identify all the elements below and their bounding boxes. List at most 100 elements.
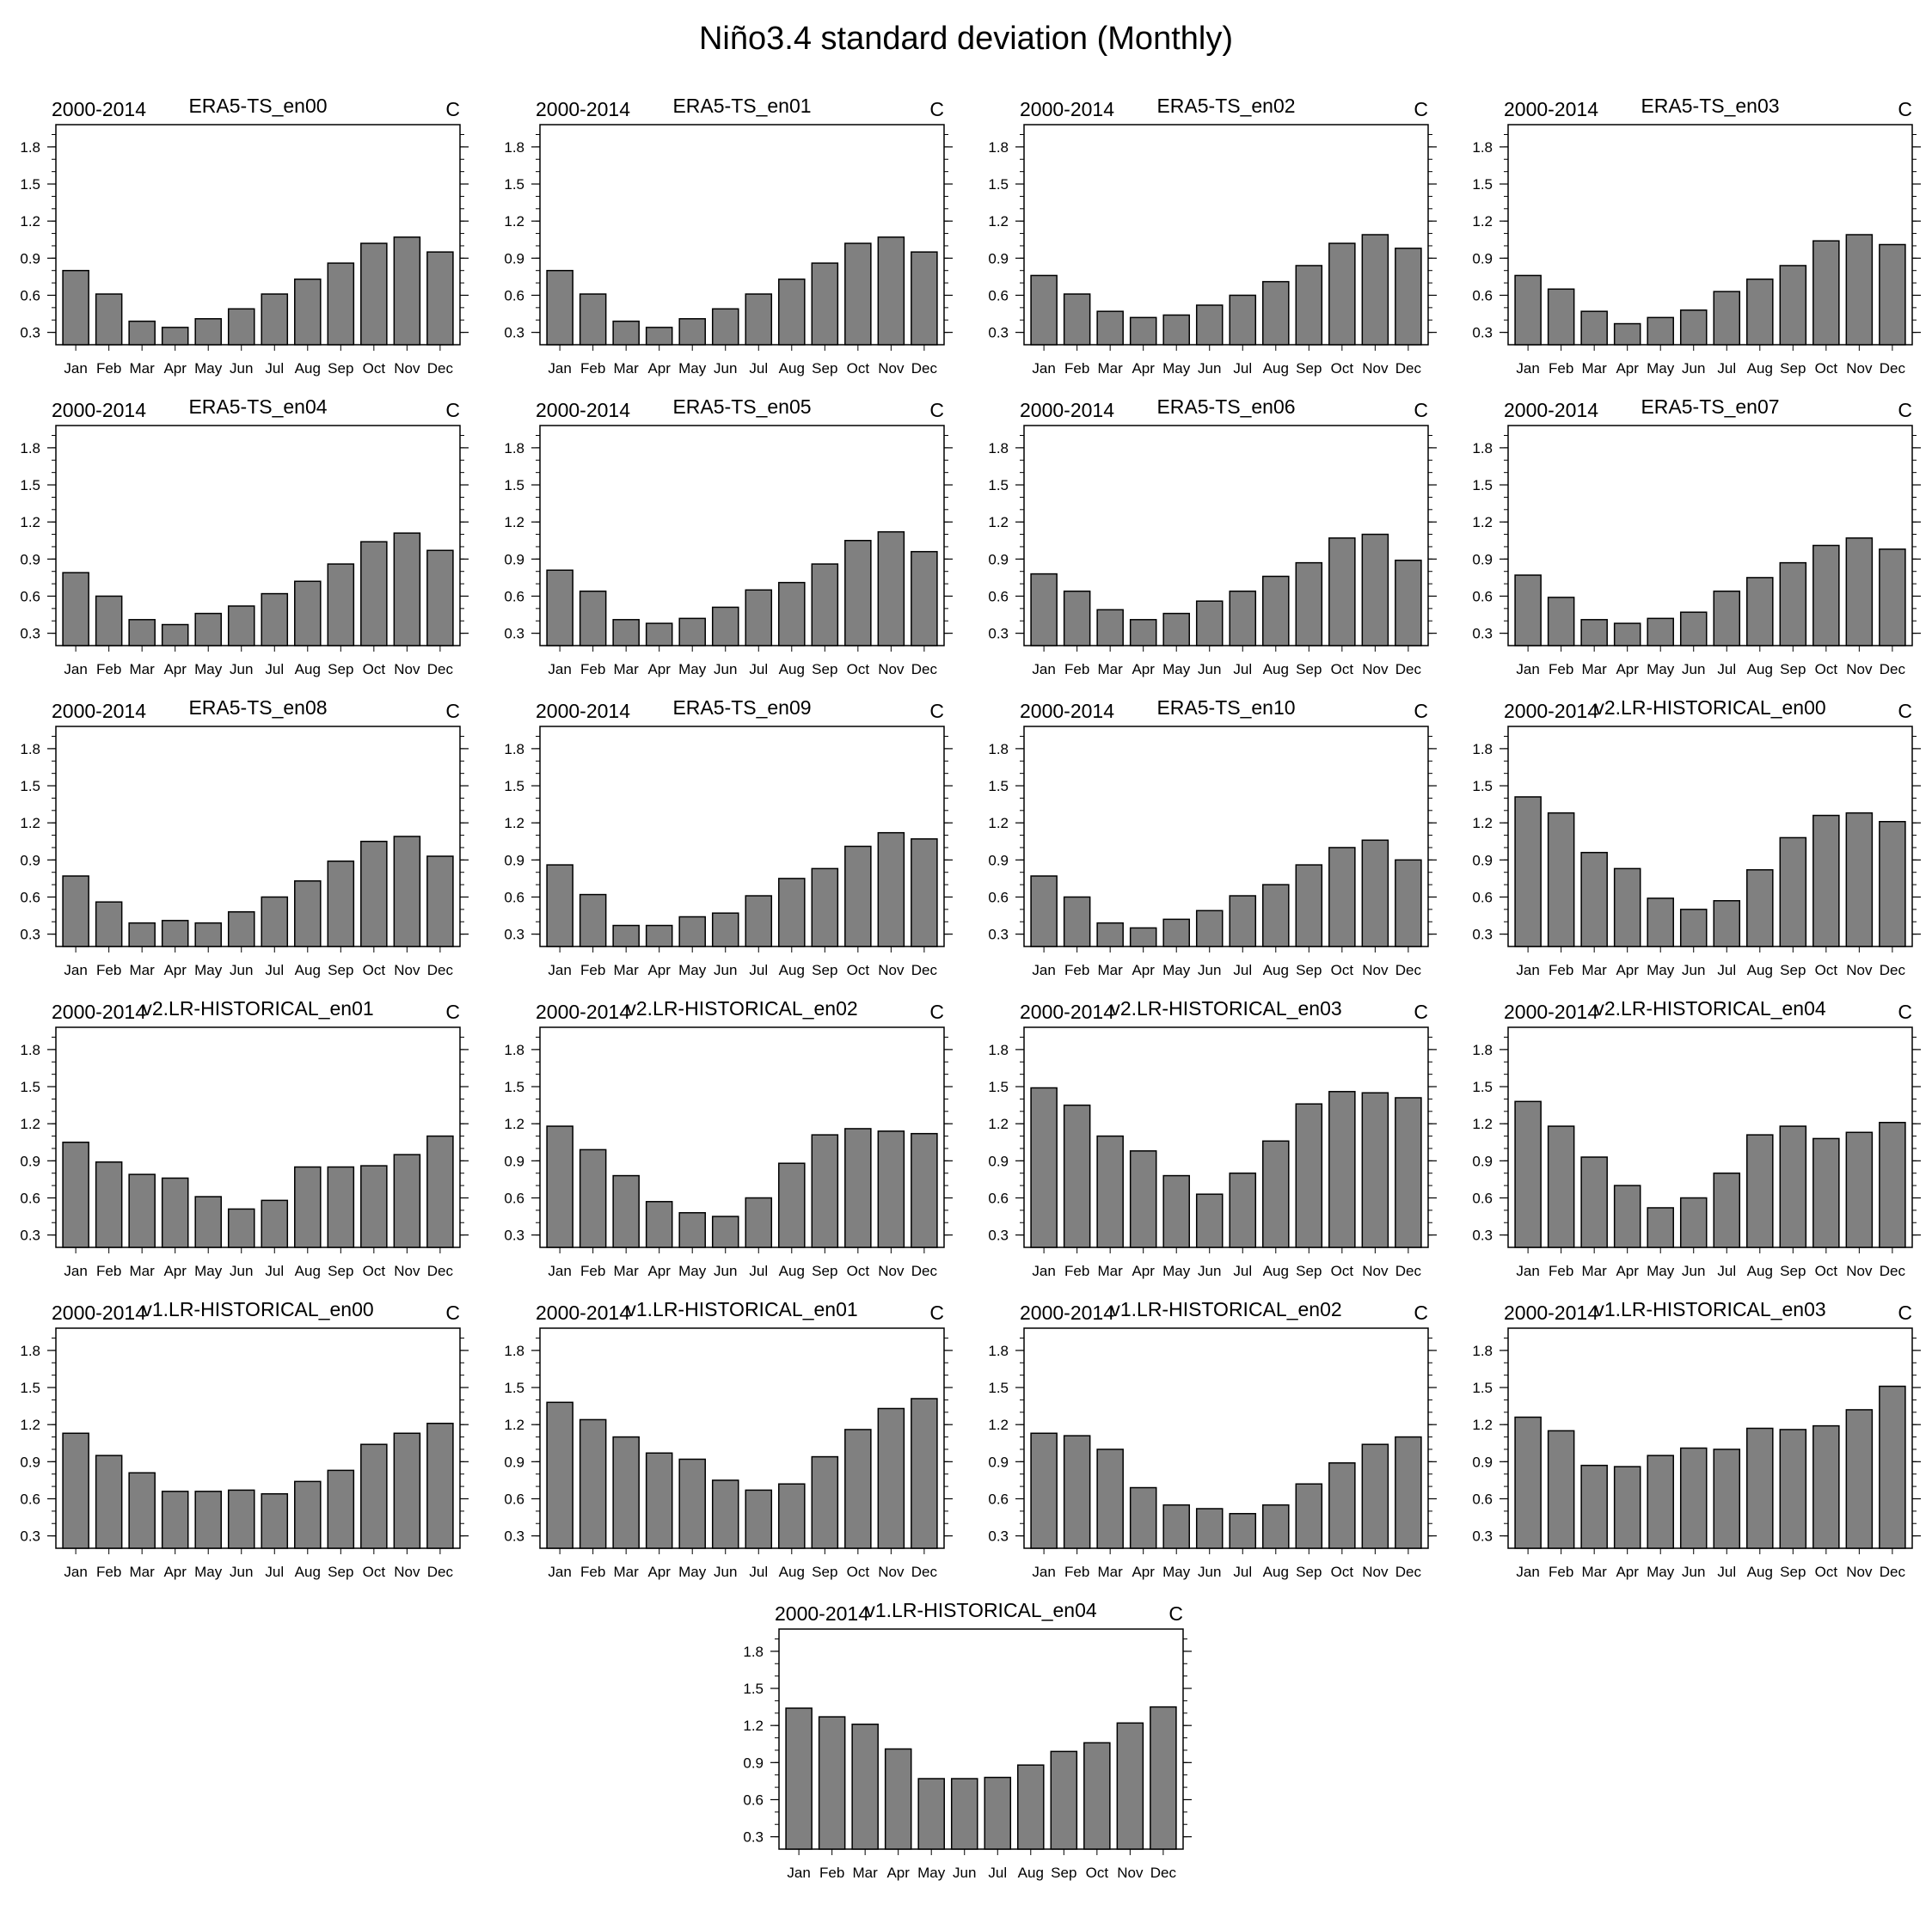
bar-Apr: [1129, 619, 1157, 646]
y-tick-label: 0.6: [504, 287, 524, 303]
units-label: C: [929, 700, 944, 722]
x-tick-label: Feb: [96, 1263, 121, 1279]
x-tick-label: May: [678, 1564, 707, 1580]
y-tick-label: 1.2: [988, 815, 1009, 831]
x-tick-label: Nov: [394, 661, 420, 677]
x-tick-label: Jul: [1717, 661, 1736, 677]
bar-Sep: [1779, 836, 1807, 947]
bar-Jun: [1679, 309, 1708, 346]
x-tick-label: May: [1162, 1564, 1191, 1580]
bar-Jul: [1713, 590, 1741, 646]
y-tick-label: 0.6: [988, 287, 1009, 303]
x-tick-label: Jun: [714, 360, 737, 377]
x-tick-label: Oct: [1815, 1263, 1838, 1279]
bar-Nov: [1845, 1409, 1874, 1549]
x-tick-label: Jan: [1516, 360, 1539, 377]
bar-Oct: [360, 841, 388, 947]
x-tick-label: Oct: [1331, 1263, 1354, 1279]
bar-Jan: [1514, 574, 1542, 646]
bar-Mar: [1096, 922, 1124, 947]
bar-Jul: [1229, 1512, 1257, 1549]
bar-Feb: [1063, 590, 1091, 646]
y-tick-label: 0.9: [504, 250, 524, 266]
y-tick-label: 1.5: [988, 1079, 1009, 1095]
bar-Jan: [785, 1707, 813, 1850]
panel-title: v1.LR-HISTORICAL_en03: [1594, 1298, 1825, 1320]
x-tick-label: Jul: [265, 661, 284, 677]
y-tick-label: 0.3: [1472, 626, 1493, 642]
bar-Sep: [1295, 561, 1323, 646]
x-tick-label: Apr: [1616, 962, 1639, 978]
x-tick-label: Jan: [64, 962, 87, 978]
bar-Jun: [1195, 600, 1224, 646]
period-label: 2000-2014: [1504, 399, 1598, 421]
x-tick-label: Mar: [130, 360, 156, 377]
panel-title: ERA5-TS_en00: [188, 95, 327, 117]
bar-Sep: [1295, 1483, 1323, 1549]
bar-Dec: [911, 1132, 938, 1248]
x-tick-label: Mar: [130, 661, 156, 677]
bar-Jan: [1514, 274, 1542, 346]
period-label: 2000-2014: [52, 1302, 146, 1324]
y-tick-label: 0.9: [988, 852, 1009, 868]
bar-Sep: [1779, 265, 1807, 346]
bar-Apr: [161, 1177, 189, 1248]
bar-Jan: [546, 569, 573, 646]
units-label: C: [445, 98, 460, 120]
panel-title: ERA5-TS_en01: [672, 95, 811, 117]
x-tick-label: Jun: [1198, 1263, 1221, 1279]
x-tick-label: Jul: [1233, 360, 1252, 377]
bar-Dec: [911, 1398, 938, 1549]
y-tick-label: 1.2: [1472, 1417, 1493, 1433]
x-tick-label: Apr: [1132, 661, 1155, 677]
bar-Aug: [1262, 1140, 1290, 1248]
plot-frame: [1023, 425, 1429, 646]
bar-May: [1162, 314, 1190, 346]
x-tick-label: Oct: [847, 1564, 870, 1580]
y-tick-label: 1.5: [20, 1079, 40, 1095]
bar-May: [1162, 1174, 1190, 1248]
panel-v1.LR-HISTORICAL_en03: 0.3 0.6 0.9 1.2 1.5 1.8 Jan Feb Mar Apr May Jun Jul A…: [1472, 1298, 1921, 1580]
x-tick-label: Dec: [1395, 1564, 1422, 1580]
bar-Jan: [1514, 1416, 1542, 1549]
bar-Oct: [360, 1443, 388, 1549]
y-tick-label: 0.9: [988, 250, 1009, 266]
bar-Nov: [1361, 1443, 1389, 1549]
x-tick-label: Oct: [847, 360, 870, 377]
period-label: 2000-2014: [1020, 98, 1114, 120]
y-tick-label: 0.6: [1472, 1491, 1493, 1507]
y-tick-label: 0.6: [504, 889, 524, 905]
y-tick-label: 1.5: [504, 1380, 524, 1396]
x-tick-label: Sep: [1780, 962, 1806, 978]
bar-Apr: [1613, 1466, 1641, 1549]
x-tick-label: Oct: [363, 360, 386, 377]
y-tick-label: 0.9: [20, 551, 40, 567]
y-tick-label: 1.5: [20, 1380, 40, 1396]
x-tick-label: Dec: [1395, 360, 1422, 377]
x-tick-label: Mar: [1582, 1564, 1608, 1580]
x-tick-label: Jul: [1233, 661, 1252, 677]
panel-title: ERA5-TS_en08: [188, 696, 327, 719]
x-tick-label: Jun: [714, 962, 737, 978]
y-tick-label: 1.5: [504, 778, 524, 794]
x-tick-label: Mar: [1098, 1263, 1124, 1279]
panel-title: v2.LR-HISTORICAL_en00: [1594, 696, 1825, 719]
bar-Nov: [393, 1432, 421, 1549]
y-tick-label: 0.9: [1472, 250, 1493, 266]
y-tick-label: 1.8: [504, 1042, 524, 1058]
bar-Apr: [161, 1491, 189, 1549]
bar-Oct: [844, 242, 872, 346]
panel-ERA5-TS_en10: 0.3 0.6 0.9 1.2 1.5 1.8 Jan Feb Mar Apr May Jun Jul A…: [988, 696, 1437, 978]
x-tick-label: Nov: [394, 360, 420, 377]
x-tick-label: Jun: [714, 1564, 737, 1580]
y-tick-label: 1.2: [1472, 514, 1493, 530]
bar-Jun: [1195, 304, 1224, 346]
panel-v1.LR-HISTORICAL_en01: 0.3 0.6 0.9 1.2 1.5 1.8 Jan Feb Mar Apr May Jun Jul A…: [504, 1298, 953, 1580]
plot-frame: [55, 124, 461, 346]
panel-ERA5-TS_en09: 0.3 0.6 0.9 1.2 1.5 1.8 Jan Feb Mar Apr May Jun Jul A…: [504, 696, 953, 978]
x-tick-label: Dec: [911, 1564, 938, 1580]
x-tick-label: Apr: [1132, 360, 1155, 377]
x-tick-label: Jan: [1516, 1564, 1539, 1580]
panel-title: ERA5-TS_en07: [1641, 395, 1779, 418]
y-tick-label: 0.6: [20, 1190, 40, 1206]
